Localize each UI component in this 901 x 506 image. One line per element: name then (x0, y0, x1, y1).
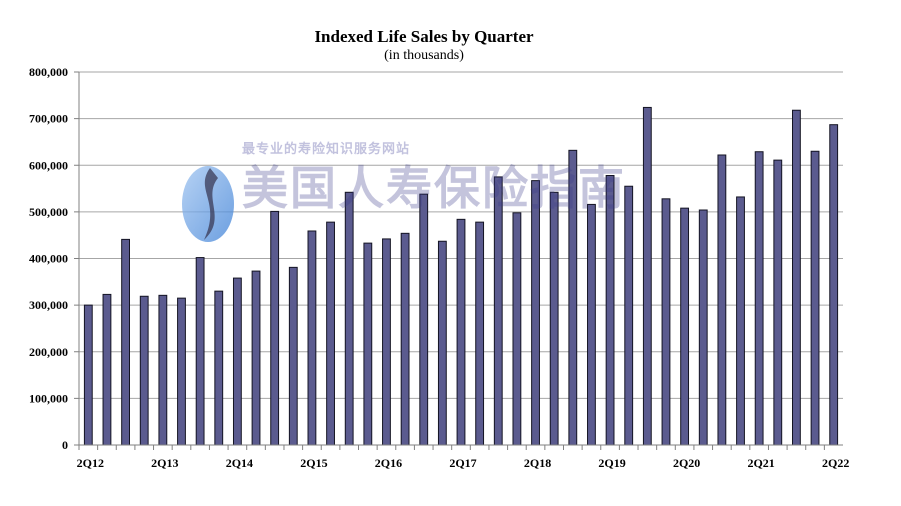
x-tick-label: 2Q15 (300, 456, 327, 470)
x-tick-label: 2Q19 (598, 456, 625, 470)
bar-3Q15 (326, 221, 335, 446)
bar-3Q13 (177, 297, 186, 446)
bar-1Q21 (736, 196, 745, 446)
y-axis-tick-labels: 0 100,000 200,000 300,000 400,000 500,000 600,… (29, 65, 79, 452)
bar-1Q22 (810, 150, 820, 446)
flame-logo-icon (182, 166, 234, 242)
y-tick-label: 0 (62, 438, 68, 452)
bar-1Q20 (661, 198, 671, 446)
bar-3Q17 (475, 221, 485, 446)
watermark-subtext: 最专业的寿险知识服务网站 (242, 142, 411, 157)
bar-2Q22 (829, 124, 839, 446)
bar-3Q20 (698, 209, 708, 446)
bar-2Q20 (680, 207, 690, 446)
bar-2Q12 (83, 304, 93, 446)
bar-4Q20 (717, 154, 727, 446)
y-tick-label: 500,000 (29, 205, 68, 219)
watermark: 最专业的寿险知识服务网站 美国人寿保险指南 (180, 138, 650, 248)
bar-2Q13 (158, 294, 168, 446)
bar-2Q16 (382, 238, 391, 446)
y-tick-label: 800,000 (29, 65, 68, 79)
bar-1Q17 (437, 240, 447, 446)
bar-2Q15 (307, 230, 317, 446)
bar-2Q17 (456, 218, 466, 446)
x-tick-label: 2Q21 (747, 456, 774, 470)
bar-1Q16 (363, 242, 373, 446)
bar-3Q16 (400, 232, 410, 446)
x-axis-tick-labels: 2Q12 2Q13 2Q14 2Q15 2Q16 2Q17 2Q18 2Q19 2Q20 2Q21… (77, 445, 849, 470)
x-tick-label: 2Q13 (151, 456, 178, 470)
x-tick-label: 2Q18 (524, 456, 551, 470)
y-tick-label: 200,000 (29, 345, 68, 359)
bar-2Q14 (232, 277, 242, 446)
x-tick-label: 2Q14 (226, 456, 253, 470)
bar-1Q13 (139, 295, 149, 446)
y-tick-label: 100,000 (29, 391, 68, 405)
x-tick-label: 2Q17 (449, 456, 476, 470)
chart-title: Indexed Life Sales by Quarter (314, 27, 534, 46)
x-tick-label: 2Q12 (77, 456, 104, 470)
bar-2Q21 (754, 151, 764, 446)
bar-3Q12 (102, 293, 112, 446)
watermark-text: 美国人寿保险指南 (242, 161, 626, 215)
x-tick-label: 2Q16 (375, 456, 402, 470)
gridlines (79, 71, 843, 399)
bar-4Q13 (195, 257, 205, 446)
x-tick-label: 2Q22 (822, 456, 849, 470)
bar-1Q14 (214, 290, 224, 446)
x-tick-label: 2Q20 (673, 456, 700, 470)
bar-4Q21 (792, 109, 801, 446)
chart-subtitle: (in thousands) (384, 48, 464, 63)
bar-3Q14 (251, 270, 261, 446)
y-tick-label: 300,000 (29, 298, 68, 312)
bar-4Q12 (121, 238, 130, 446)
y-tick-label: 700,000 (29, 112, 68, 126)
y-tick-label: 400,000 (29, 252, 68, 266)
bar-1Q15 (288, 266, 298, 446)
bar-3Q21 (773, 159, 783, 446)
y-tick-label: 600,000 (29, 158, 68, 172)
